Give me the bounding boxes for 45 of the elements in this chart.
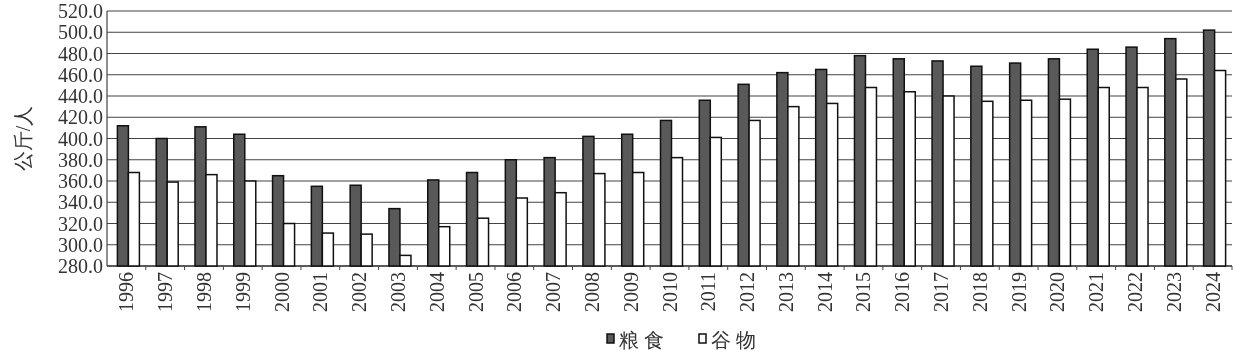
x-tick-label: 2008 bbox=[580, 272, 603, 312]
x-tick-label: 2010 bbox=[658, 272, 681, 312]
legend-label: 谷物 bbox=[711, 329, 761, 351]
x-tick-label: 1999 bbox=[231, 272, 254, 312]
y-axis-title: 公斤/人 bbox=[12, 105, 34, 172]
y-tick-label: 380.0 bbox=[58, 148, 103, 171]
x-tick-label: 2001 bbox=[309, 272, 332, 312]
x-tick-label: 2024 bbox=[1201, 272, 1224, 312]
y-tick-label: 480.0 bbox=[58, 42, 103, 65]
x-tick-label: 2011 bbox=[697, 272, 720, 312]
x-tick-label: 2002 bbox=[348, 272, 371, 312]
x-tick-label: 2012 bbox=[736, 272, 759, 312]
x-tick-label: 2020 bbox=[1046, 272, 1069, 312]
x-tick-label: 2018 bbox=[968, 272, 991, 312]
y-tick-label: 460.0 bbox=[58, 63, 103, 86]
y-tick-label: 300.0 bbox=[58, 233, 103, 256]
x-tick-label: 2009 bbox=[619, 272, 642, 312]
y-tick-label: 320.0 bbox=[58, 212, 103, 235]
y-tick-label: 440.0 bbox=[58, 85, 103, 107]
y-tick-label: 340.0 bbox=[58, 191, 103, 214]
x-tick-label: 2021 bbox=[1085, 272, 1108, 312]
x-tick-label: 2013 bbox=[774, 272, 797, 312]
x-tick-label: 2003 bbox=[386, 272, 409, 312]
x-tick-label: 2015 bbox=[852, 272, 875, 312]
x-tick-label: 2005 bbox=[464, 272, 487, 312]
x-tick-label: 2014 bbox=[813, 272, 836, 312]
y-tick-label: 280.0 bbox=[58, 255, 103, 277]
x-tick-label: 1997 bbox=[154, 272, 177, 312]
y-tick-label: 520.0 bbox=[58, 0, 103, 22]
x-tick-label: 1998 bbox=[192, 272, 215, 312]
x-tick-label: 2004 bbox=[425, 272, 448, 312]
x-tick-label: 2019 bbox=[1007, 272, 1030, 312]
x-tick-label: 2007 bbox=[542, 272, 565, 312]
x-tick-label: 2022 bbox=[1124, 272, 1147, 312]
x-tick-label: 2000 bbox=[270, 272, 293, 312]
y-tick-label: 400.0 bbox=[58, 127, 103, 150]
x-tick-label: 1996 bbox=[115, 272, 138, 312]
x-tick-label: 2017 bbox=[930, 272, 953, 312]
y-tick-label: 420.0 bbox=[58, 106, 103, 129]
legend-label: 粮食 bbox=[619, 329, 669, 351]
y-tick-label: 360.0 bbox=[58, 170, 103, 192]
y-tick-label: 500.0 bbox=[58, 21, 103, 44]
x-tick-label: 2006 bbox=[503, 272, 526, 312]
x-tick-label: 2016 bbox=[891, 272, 914, 312]
x-tick-label: 2023 bbox=[1162, 272, 1185, 312]
